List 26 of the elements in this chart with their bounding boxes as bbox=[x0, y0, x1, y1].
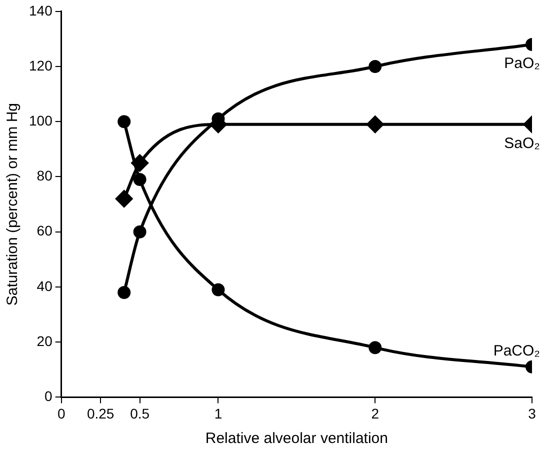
x-tick-label: 3 bbox=[528, 405, 536, 422]
y-tick-label: 140 bbox=[29, 2, 53, 18]
y-tick-label: 100 bbox=[29, 112, 53, 128]
x-tick-label: 0.25 bbox=[86, 405, 114, 422]
x-tick-label: 1 bbox=[214, 405, 222, 422]
series-label: PaO₂ bbox=[504, 55, 540, 72]
y-tick-label: 120 bbox=[29, 57, 53, 74]
x-axis-title: Relative alveolar ventilation bbox=[205, 430, 388, 448]
x-tick-label: 0 bbox=[57, 405, 66, 422]
y-tick-label: 20 bbox=[36, 332, 53, 349]
y-tick-label: 60 bbox=[36, 222, 53, 239]
point bbox=[116, 190, 133, 208]
point bbox=[212, 283, 225, 296]
series-label: PaCO₂ bbox=[493, 342, 540, 360]
point bbox=[133, 225, 146, 238]
y-tick-label: 80 bbox=[36, 168, 53, 184]
y-tick-label: 0 bbox=[44, 388, 53, 404]
series-label: SaO₂ bbox=[504, 135, 540, 152]
point bbox=[118, 286, 131, 299]
point bbox=[131, 154, 148, 172]
y-tick-label: 40 bbox=[36, 278, 53, 294]
x-tick-label: 0.5 bbox=[130, 405, 150, 422]
point bbox=[133, 173, 146, 186]
point bbox=[118, 115, 131, 128]
x-tick-label: 2 bbox=[371, 405, 380, 422]
y-axis-title: Saturation (percent) or mm Hg bbox=[4, 103, 22, 306]
